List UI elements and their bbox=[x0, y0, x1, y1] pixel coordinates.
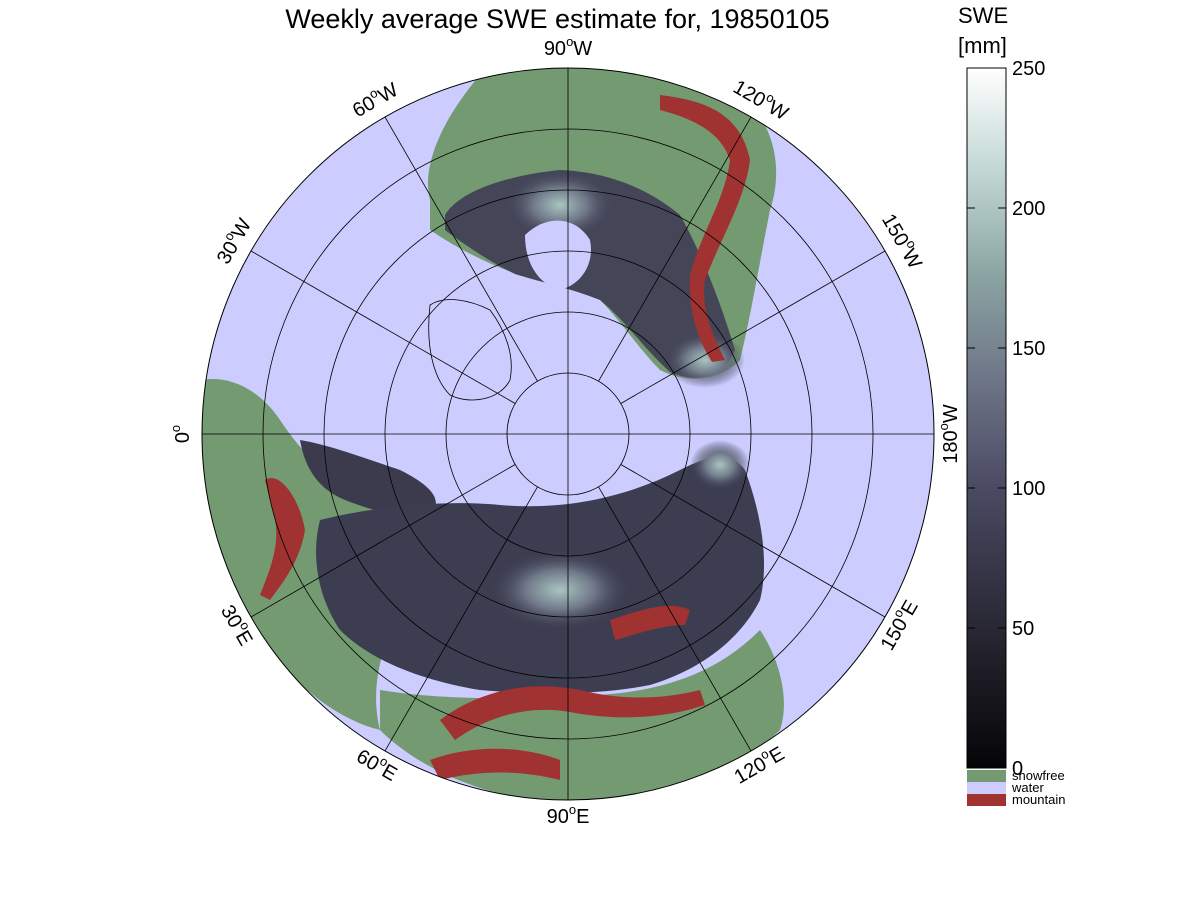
meridian-line bbox=[250, 464, 516, 618]
longitude-label: 90oW bbox=[544, 34, 592, 60]
map-title: Weekly average SWE estimate for, 1985010… bbox=[285, 4, 830, 34]
kamchatka-snow-glow bbox=[690, 440, 750, 490]
greenland bbox=[428, 299, 512, 401]
siberian-mountains bbox=[610, 605, 690, 640]
category-label-snowfree: snowfree bbox=[1012, 768, 1065, 783]
meridian-line bbox=[384, 486, 538, 752]
scandinavia-snow bbox=[300, 440, 436, 517]
alaska-snow-glow bbox=[665, 332, 745, 388]
colorbar-tick-label: 200 bbox=[1012, 198, 1045, 220]
european-mountains bbox=[260, 478, 305, 600]
siberia-snow-glow bbox=[490, 550, 630, 630]
meridian-line bbox=[620, 250, 886, 404]
meridian-line bbox=[620, 464, 886, 618]
category-label-water: water bbox=[1011, 780, 1044, 795]
colorbar-gradient bbox=[966, 67, 1007, 769]
category-swatch-mountain bbox=[967, 794, 1006, 806]
colorbar-ticks: 0 50 100 150 200 250 bbox=[967, 58, 1045, 780]
category-swatch-snowfree bbox=[967, 770, 1006, 782]
graticule bbox=[202, 68, 934, 800]
longitude-label: 90oE bbox=[547, 802, 590, 828]
colorbar-tick-label: 0 bbox=[1012, 758, 1023, 780]
colorbar-tick-label: 50 bbox=[1012, 618, 1034, 640]
colorbar-tick-label: 150 bbox=[1012, 338, 1045, 360]
hudson-bay bbox=[525, 220, 591, 290]
meridian-line bbox=[250, 250, 516, 404]
meridian-line bbox=[598, 486, 752, 752]
category-swatch-water bbox=[967, 782, 1006, 794]
colorbar-tick-label: 100 bbox=[1012, 478, 1045, 500]
colorbar-tick-label: 250 bbox=[1012, 58, 1045, 80]
meridian-line bbox=[384, 116, 538, 382]
colorbar-label-line2: [mm] bbox=[958, 33, 1007, 58]
hudson-region-snow-glow bbox=[505, 170, 615, 240]
colorbar-label-line1: SWE bbox=[958, 3, 1008, 28]
category-label-mountain: mountain bbox=[1012, 792, 1065, 807]
map-frame bbox=[201, 67, 935, 801]
longitude-label: 0o bbox=[168, 425, 194, 443]
himalaya-mountains bbox=[430, 748, 560, 780]
colorbar: SWE [mm] 0 50 100 150 200 250 snowfreewatermo… bbox=[958, 3, 1065, 807]
rocky-mountains bbox=[660, 95, 750, 362]
meridian-line bbox=[598, 116, 752, 382]
longitude-label: 180oW bbox=[936, 404, 962, 464]
central-asia-mountains bbox=[440, 686, 705, 740]
